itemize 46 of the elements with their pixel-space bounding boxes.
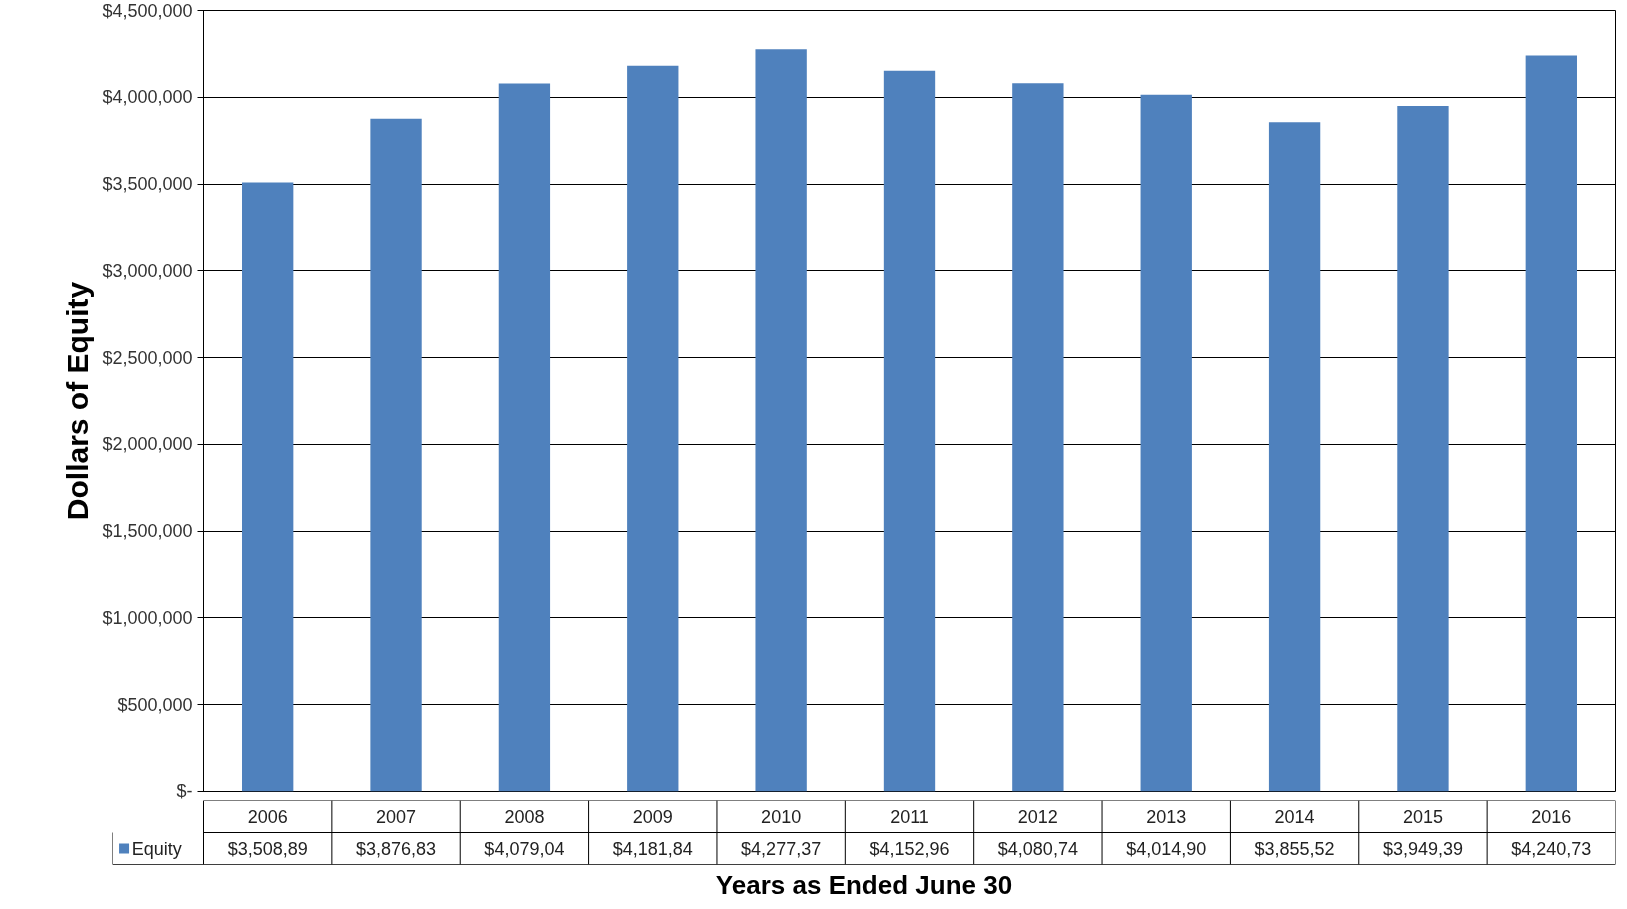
y-tick-label: $3,500,000 [102,174,193,195]
y-tick-label: $2,500,000 [102,347,193,368]
x-axis-title: Years as Ended June 30 [715,869,1013,900]
data-label: $4,240,73 [1511,838,1592,859]
data-label: $4,181,84 [612,838,693,859]
data-label: $3,855,52 [1254,838,1335,859]
x-tick-label: 2011 [890,807,929,827]
bar [1397,106,1449,792]
x-tick-label: 2010 [761,807,802,827]
y-tick-label: $1,000,000 [102,607,193,628]
bar [1525,55,1577,792]
bar [883,70,936,792]
y-tick-label: $2,000,000 [102,434,193,455]
y-tick-label: $3,000,000 [102,260,193,281]
bar [370,118,422,792]
data-label: $4,079,04 [484,838,565,859]
x-tick-label: 2007 [376,807,417,827]
x-tick-label: 2012 [1017,807,1058,827]
bar [1140,94,1192,792]
x-tick-label: 2014 [1274,807,1315,827]
x-tick-label: 2013 [1146,807,1187,827]
bar [755,49,807,792]
y-axis-title: Dollars of Equity [61,281,95,521]
x-tick-label: 2008 [504,807,545,827]
data-label: $3,949,39 [1382,838,1463,859]
y-tick-label: $- [176,780,193,801]
data-label: $4,014,90 [1126,838,1207,859]
y-tick-label: $4,000,000 [102,87,193,108]
data-label: $4,277,37 [741,838,822,859]
y-tick-label: $4,500,000 [102,0,193,21]
y-tick-label: $1,500,000 [102,521,193,542]
x-tick-label: 2009 [632,807,673,827]
bar [1012,83,1064,792]
data-label: $3,508,89 [227,838,308,859]
x-tick-label: 2015 [1402,807,1443,827]
data-label: $3,876,83 [356,838,437,859]
legend-label: Equity [131,838,182,859]
bar [498,83,551,792]
x-tick-label: 2016 [1531,807,1572,827]
x-tick-label: 2006 [247,807,288,827]
data-label: $4,152,96 [869,838,950,859]
y-tick-label: $500,000 [117,694,193,715]
data-label: $4,080,74 [997,838,1078,859]
bar [1268,122,1321,792]
bar [242,182,294,792]
bar [627,65,679,792]
